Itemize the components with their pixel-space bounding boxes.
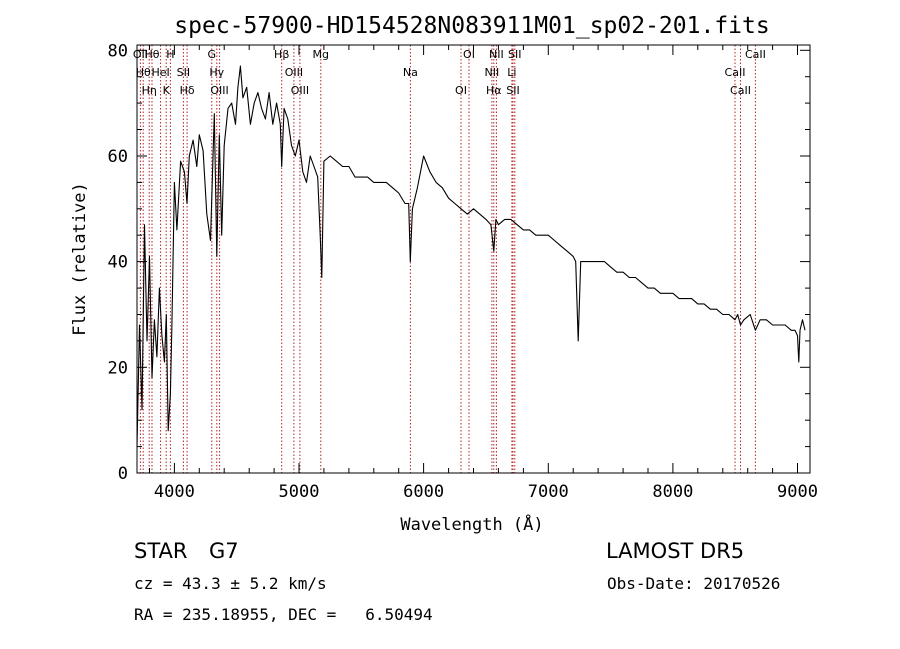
x-tick-label: 7000: [528, 482, 569, 502]
line-label: OI: [455, 84, 467, 97]
line-label: SII: [177, 66, 190, 79]
line-label: OIII: [210, 84, 228, 97]
line-label: OI: [463, 48, 475, 61]
x-tick-label: 8000: [652, 482, 693, 502]
plot-frame: [136, 44, 811, 474]
x-tick-label: 9000: [777, 482, 818, 502]
line-label: G: [208, 48, 217, 61]
y-tick-label: 60: [108, 147, 128, 167]
y-tick-label: 0: [118, 464, 128, 484]
line-label: Hβ: [274, 48, 289, 61]
object-subclass: G7: [209, 539, 239, 563]
y-tick-label: 80: [108, 41, 128, 61]
line-label: Hγ: [209, 66, 224, 79]
line-label: CaII: [730, 84, 751, 97]
line-label: NII: [489, 48, 504, 61]
obs-date: Obs-Date: 20170526: [607, 574, 781, 593]
line-label: Hθ: [144, 48, 159, 61]
line-label: CaII: [725, 66, 746, 79]
survey-name: LAMOST DR5: [606, 539, 745, 563]
line-label: K: [163, 84, 171, 97]
line-label: OIII: [285, 66, 303, 79]
line-label: NII: [485, 66, 500, 79]
line-label: Na: [403, 66, 418, 79]
y-tick-label: 20: [108, 358, 128, 378]
line-label: CaII: [745, 48, 766, 61]
line-label: SII: [506, 84, 519, 97]
y-tick-label: 40: [108, 253, 128, 273]
line-label: OIII: [291, 84, 309, 97]
line-label: Hδ: [180, 84, 195, 97]
x-tick-label: 5000: [279, 482, 320, 502]
y-axis-label: Flux (relative): [70, 182, 90, 336]
y-axis: 0 20 40 60 80: [108, 41, 810, 484]
object-class: STAR: [134, 539, 188, 563]
line-label: Hθ: [136, 66, 151, 79]
redshift-text: cz = 43.3 ± 5.2 km/s: [134, 574, 327, 593]
spectrum-line: [136, 65, 806, 447]
line-label: SII: [508, 48, 521, 61]
line-label: Mg: [313, 48, 329, 61]
line-label: HeI: [151, 66, 169, 79]
x-axis: 4000 5000 6000 7000 8000 9000: [149, 45, 818, 502]
line-label: H: [166, 48, 174, 61]
coordinates: RA = 235.18955, DEC = 6.50494: [134, 605, 433, 624]
chart-title: spec-57900-HD154528N083911M01_sp02-201.f…: [174, 13, 769, 39]
line-label: Li: [507, 66, 516, 79]
x-tick-label: 4000: [154, 482, 195, 502]
line-label: Hα: [486, 84, 502, 97]
x-tick-label: 6000: [403, 482, 444, 502]
line-label: Hη: [142, 84, 157, 97]
line-labels: OIIHθHηHθHeIKHSIIHδGHγOIIIHβOIIIOIIIMgNa…: [133, 48, 766, 97]
x-axis-label: Wavelength (Å): [400, 513, 543, 535]
